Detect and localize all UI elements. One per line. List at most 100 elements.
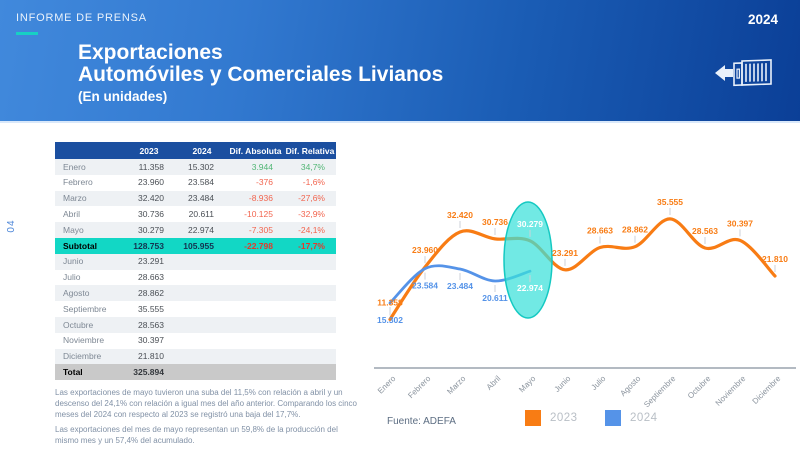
table-cell: Noviembre	[63, 335, 105, 346]
legend-label-2023: 2023	[550, 412, 578, 424]
title-units-subtitle: (En unidades)	[78, 89, 168, 104]
table-cell: 28.563	[121, 316, 177, 333]
table-cell: -22.798	[227, 237, 284, 254]
x-axis-label: Diciembre	[751, 374, 783, 406]
table-cell	[177, 348, 227, 365]
data-label-2024: 23.584	[412, 281, 438, 291]
table-row: Septiembre 35.555	[55, 301, 336, 317]
page-number: 04	[6, 219, 17, 233]
table-row: Agosto 28.862	[55, 285, 336, 302]
data-label-2024: 20.611	[482, 293, 508, 303]
footnote-paragraph-2: Las exportaciones del mes de mayo repres…	[55, 425, 338, 446]
x-axis-label: Septiembre	[642, 374, 678, 410]
table-row: Febrero 23.960 23.584 -376 -1,6%	[55, 175, 336, 191]
table-cell: -8.936	[227, 190, 284, 207]
table-cell	[284, 364, 336, 381]
data-label-2023: 32.420	[447, 210, 473, 220]
x-axis-label: Noviembre	[714, 374, 748, 408]
x-axis-label: Febrero	[406, 374, 433, 401]
x-axis-label: Marzo	[445, 374, 467, 396]
table-cell: 3.944	[227, 159, 284, 175]
legend-item-2024: 2024	[605, 410, 658, 426]
data-label-2023: 23.291	[552, 248, 578, 258]
table-header-row: 2023 2024 Dif. Absoluta Dif. Relativa	[55, 142, 336, 159]
x-axis-label: Octubre	[686, 374, 713, 401]
source-label: Fuente: ADEFA	[387, 416, 456, 427]
legend-item-2023: 2023	[525, 410, 578, 426]
table-row: Junio 23.291	[55, 253, 336, 270]
table-cell	[177, 316, 227, 333]
series-2023-line	[388, 217, 777, 321]
x-axis-label: Julio	[589, 374, 607, 392]
table-row: Abril 30.736 20.611 -10.125 -32,9%	[55, 206, 336, 222]
table-cell	[284, 348, 336, 365]
table-cell: Julio	[63, 272, 81, 283]
data-label-2024: 15.302	[377, 315, 403, 325]
table-cell: Enero	[55, 159, 121, 175]
exports-line-chart: Enero Febrero Marzo Abril Mayo Junio Julio Agos…	[368, 175, 800, 440]
table-cell	[284, 316, 336, 333]
table-cell: 23.291	[121, 253, 177, 270]
table-cell	[177, 333, 227, 349]
table-cell: 128.753	[121, 237, 177, 254]
table-cell: Octubre	[55, 316, 121, 333]
table-cell	[227, 333, 284, 349]
table-cell	[284, 270, 336, 286]
table-cell: -10.125	[244, 209, 273, 220]
table-cell: Marzo	[55, 190, 121, 207]
table-cell: 15.302	[177, 159, 227, 175]
table-cell	[284, 301, 336, 317]
table-cell	[227, 364, 284, 381]
table-row: Noviembre 30.397	[55, 333, 336, 349]
table-cell	[227, 316, 284, 333]
table-cell: -27,6%	[284, 190, 336, 207]
table-cell	[227, 285, 284, 302]
table-cell: 23.584	[188, 177, 214, 188]
report-kicker: INFORME DE PRENSA	[16, 12, 147, 24]
table-cell	[284, 285, 336, 302]
data-label-2024: 23.484	[447, 281, 473, 291]
table-cell	[177, 253, 227, 270]
table-cell: 325.894	[121, 364, 177, 381]
table-cell: 30.397	[138, 335, 164, 346]
total-row: Total 325.894	[55, 364, 336, 381]
data-label-2024: 22.974	[517, 283, 543, 293]
x-axis-label: Junio	[553, 374, 573, 394]
page-title: Exportaciones Automóviles y Comerciales …	[78, 42, 443, 106]
data-label-2023: 28.563	[692, 226, 718, 236]
chart-svg: Enero Febrero Marzo Abril Mayo Junio Julio Agos…	[374, 197, 796, 410]
table-cell: 30.279	[121, 222, 177, 238]
table-cell	[177, 364, 227, 381]
table-cell: 23.960	[138, 177, 164, 188]
table-cell: -17,7%	[284, 237, 336, 254]
col-header-month	[55, 142, 121, 159]
table-cell: Total	[55, 364, 121, 381]
table-row: Mayo 30.279 22.974 -7.305 -24,1%	[55, 222, 336, 238]
table-cell: Abril	[63, 209, 81, 220]
table-cell: Septiembre	[63, 303, 107, 314]
table-cell: 28.663	[138, 272, 164, 283]
mayo-highlight-ellipse	[503, 201, 553, 319]
x-axis-label: Abril	[485, 374, 503, 392]
x-axis-label: Agosto	[618, 374, 642, 398]
x-axis-label: Enero	[376, 374, 398, 396]
col-header-2023: 2023	[121, 142, 177, 159]
legend-swatch-2024	[605, 410, 621, 426]
table-row: Diciembre 21.810	[55, 348, 336, 365]
data-label-2023: 35.555	[657, 197, 683, 207]
table-cell: 23.484	[177, 190, 227, 207]
data-label-2023: 28.663	[587, 226, 613, 236]
export-container-icon	[713, 56, 775, 97]
col-header-dif-relativa: Dif. Relativa	[284, 142, 336, 159]
table-cell: Subtotal	[55, 237, 121, 254]
table-cell: 105.955	[177, 237, 227, 254]
table-cell: Agosto	[55, 285, 121, 302]
table-cell	[227, 301, 284, 317]
table-cell: 11.358	[121, 159, 177, 175]
data-label-2023: 30.397	[727, 218, 753, 228]
col-header-2024: 2024	[177, 142, 227, 159]
header-banner: INFORME DE PRENSA Exportaciones Automóvi…	[0, 0, 800, 123]
legend-label-2024: 2024	[630, 412, 658, 424]
table-cell	[227, 348, 284, 365]
